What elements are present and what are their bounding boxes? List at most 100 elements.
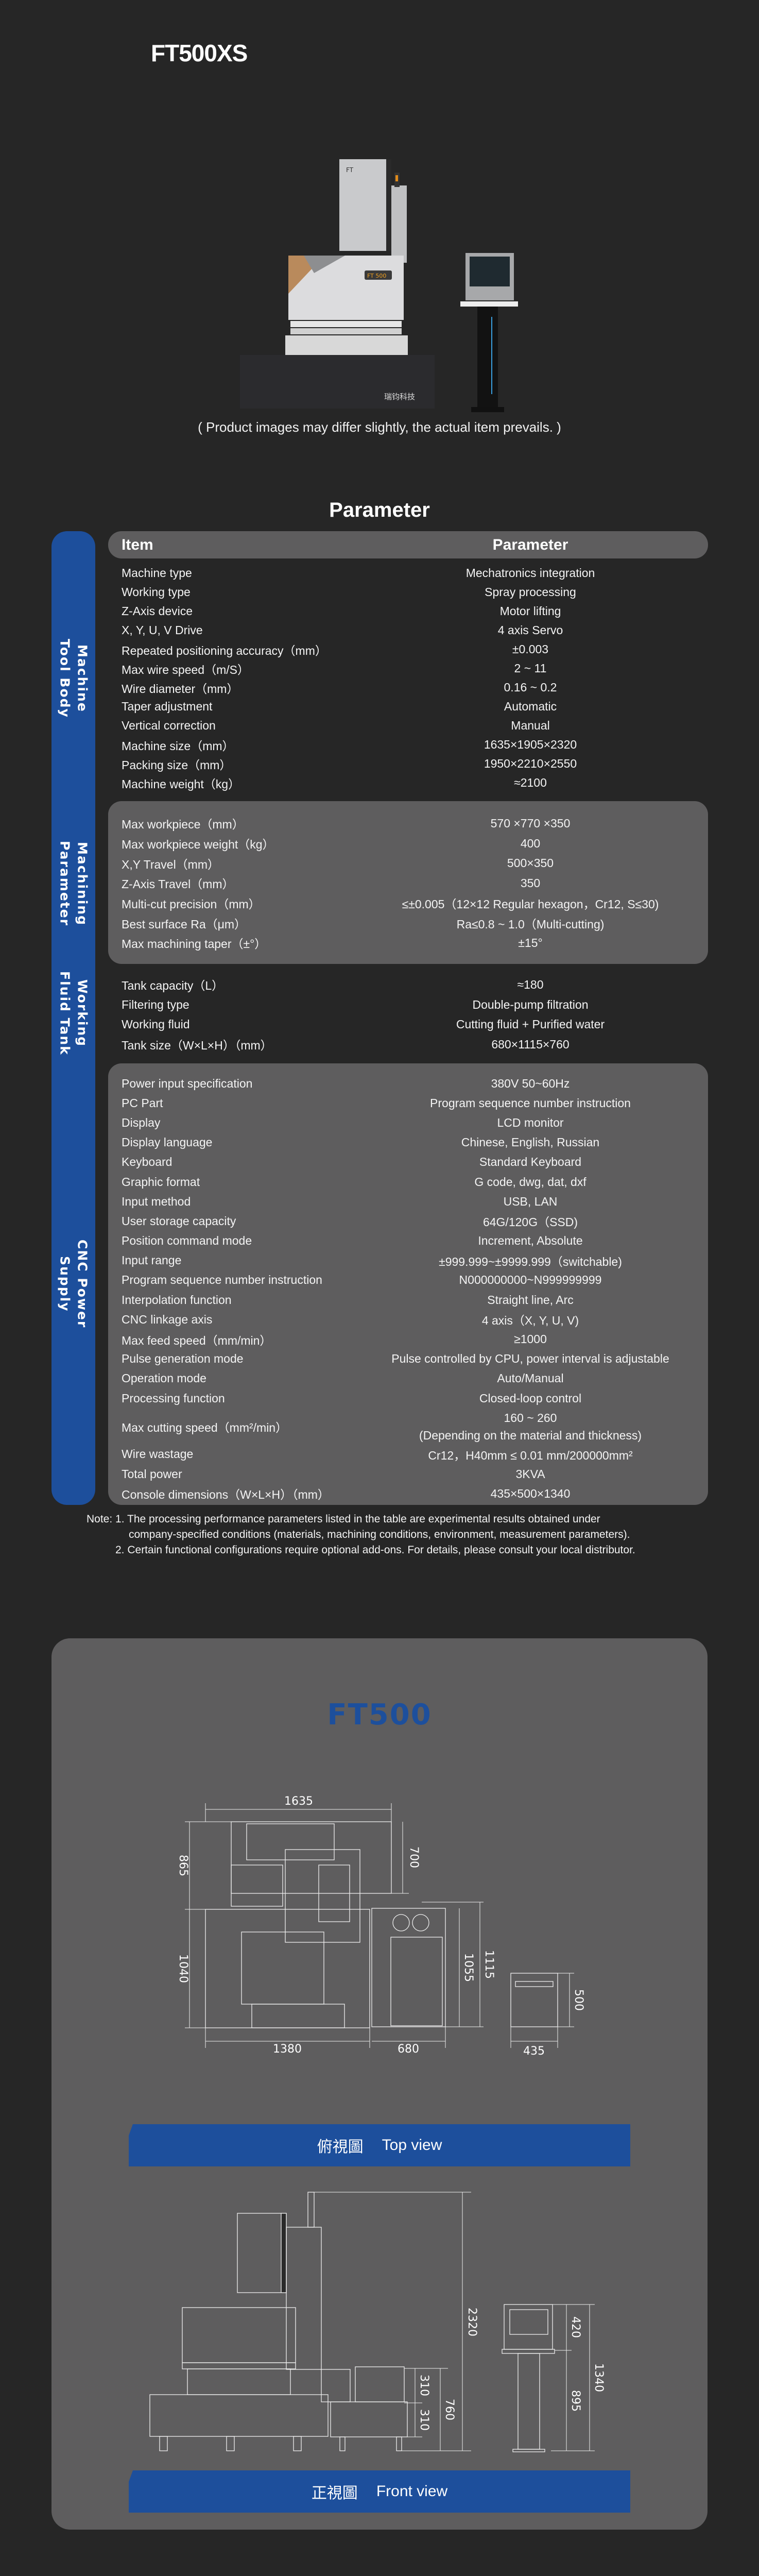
table-row: CNC linkage axis 4 axis（X, Y, U, V)	[108, 1310, 708, 1329]
row-value: 570 ×770 ×350	[490, 816, 571, 830]
row-item: Z-Axis Travel（mm）	[122, 877, 234, 891]
top-view-label-en: Top view	[382, 2137, 442, 2154]
table-row: Program sequence number instruction N0000…	[108, 1270, 708, 1290]
group-rows: Power input specification 380V 50~60Hz PC …	[108, 1074, 708, 1503]
table-row: Best surface Ra（μm） Ra≤0.8 ~ 1.0（Multi-cu…	[108, 913, 708, 933]
dim-680: 680	[398, 2043, 419, 2056]
row-item: Max feed speed（mm/min）	[122, 1333, 272, 1347]
row-value: USB, LAN	[503, 1194, 558, 1208]
svg-text:FT: FT	[346, 166, 354, 174]
front-view-label-en: Front view	[376, 2483, 448, 2500]
table-row: Wire wastage Cr12，H40mm ≤ 0.01 mm/200000m…	[108, 1445, 708, 1464]
dim-895: 895	[569, 2390, 582, 2412]
row-value: 680×1115×760	[491, 1037, 570, 1051]
row-value: 400	[520, 836, 541, 850]
row-item: Pulse generation mode	[122, 1352, 244, 1366]
row-value: 64G/120G（SSD)	[482, 1215, 578, 1229]
row-value: 1635×1905×2320	[484, 738, 577, 751]
row-value: 1950×2210×2550	[484, 757, 577, 770]
dim-310-upper: 310	[418, 2375, 430, 2396]
row-item: Machine type	[122, 566, 192, 580]
row-item: X,Y Travel（mm）	[122, 857, 219, 871]
dim-1040: 1040	[177, 1954, 189, 1983]
row-value: Cr12，H40mm ≤ 0.01 mm/200000mm²	[428, 1448, 633, 1462]
header-parameter: Parameter	[492, 536, 568, 553]
dim-435: 435	[523, 2045, 545, 2058]
row-value: 500×350	[507, 856, 554, 870]
row-item: Keyboard	[122, 1155, 173, 1169]
row-value: Automatic	[504, 700, 557, 713]
row-item: Vertical correction	[122, 719, 216, 732]
group-rows: Machine type Mechatronics integration Work…	[108, 564, 708, 792]
row-item: Max wire speed（m/S）	[122, 663, 249, 676]
row-value: Standard Keyboard	[479, 1155, 582, 1169]
table-row: Keyboard Standard Keyboard	[108, 1153, 708, 1172]
row-value: Ra≤0.8 ~ 1.0（Multi-cutting)	[456, 917, 605, 931]
table-row: Working type Spray processing	[108, 583, 708, 602]
dim-1115: 1115	[482, 1950, 495, 1979]
table-row: Tank capacity（L） ≈180	[108, 975, 708, 995]
dim-310-lower: 310	[418, 2409, 430, 2431]
image-caption: ( Product images may differ slightly, th…	[198, 419, 561, 435]
row-item: Tank capacity（L）	[122, 979, 224, 993]
category-machining-parameter: Machining Parameter	[57, 841, 90, 926]
row-item: Wire wastage	[122, 1447, 194, 1461]
row-item: Power input specification	[122, 1076, 253, 1090]
row-value: Auto/Manual	[497, 1371, 564, 1385]
top-view-label-cn: 俯視圖	[317, 2138, 364, 2156]
table-row: Power input specification 380V 50~60Hz	[108, 1074, 708, 1093]
row-value: 4 axis（X, Y, U, V)	[481, 1314, 579, 1328]
dim-1635: 1635	[284, 1795, 313, 1808]
table-row: User storage capacity 64G/120G（SSD)	[108, 1211, 708, 1231]
row-value: ≥1000	[514, 1332, 547, 1346]
row-item: Taper adjustment	[122, 700, 213, 713]
row-item: Max workpiece（mm）	[122, 818, 244, 832]
row-item: Interpolation function	[122, 1293, 232, 1307]
row-item: Total power	[122, 1467, 182, 1481]
notes: Note: 1. The processing performance para…	[87, 1512, 635, 1558]
row-value: 2 ~ 11	[514, 662, 547, 675]
top-view-drawing: 1635 865 1040 700 1055 1115 500 1380 680…	[177, 1795, 585, 2058]
table-row: Machine weight（kg） ≈2100	[108, 773, 708, 792]
row-item: Max machining taper（±°）	[122, 937, 267, 951]
row-value: Double-pump filtration	[472, 997, 589, 1011]
row-item: Repeated positioning accuracy（mm）	[122, 643, 327, 657]
row-item: Max workpiece weight（kg）	[122, 838, 274, 852]
dim-420: 420	[569, 2316, 582, 2338]
note-line: Note: 1. The processing performance para…	[87, 1513, 600, 1525]
row-item: X, Y, U, V Drive	[122, 623, 203, 637]
machine-illustration: FT FT 500 瑞钧科技	[240, 159, 435, 409]
note-line: company-specified conditions (materials,…	[129, 1529, 630, 1540]
row-item: Tank size（W×L×H）（mm）	[122, 1039, 272, 1053]
dim-500: 500	[572, 1989, 585, 2011]
table-row: Packing size（mm） 1950×2210×2550	[108, 754, 708, 773]
table-row: Processing function Closed-loop control	[108, 1388, 708, 1408]
row-value: Pulse controlled by CPU, power interval …	[391, 1352, 669, 1366]
row-item: Working type	[122, 585, 191, 599]
table-row: Input range ±999.999~±9999.999（switchable…	[108, 1251, 708, 1270]
table-row: Max cutting speed（mm²/min） 160 ~ 260 (Depe…	[108, 1408, 708, 1445]
table-row: Taper adjustment Automatic	[108, 697, 708, 716]
row-item: Working fluid	[122, 1018, 190, 1031]
row-value: Increment, Absolute	[478, 1234, 583, 1248]
parameter-heading: Parameter	[329, 499, 430, 521]
row-value: Mechatronics integration	[465, 566, 595, 580]
drawings-panel	[51, 1638, 708, 2530]
top-view-banner: 俯視圖 Top view	[129, 2124, 630, 2166]
table-row: Total power 3KVA	[108, 1464, 708, 1484]
row-item: Multi-cut precision（mm）	[122, 897, 261, 911]
table-row: Operation mode Auto/Manual	[108, 1369, 708, 1388]
table-header: Item Parameter	[108, 531, 708, 558]
table-row: Pulse generation mode Pulse controlled by…	[108, 1349, 708, 1369]
console-illustration	[460, 253, 518, 412]
row-value: ≤±0.005（12×12 Regular hexagon，Cr12, S≤30…	[402, 897, 659, 911]
table-row: Vertical correction Manual	[108, 716, 708, 735]
row-value: G code, dwg, dat, dxf	[474, 1175, 586, 1189]
dim-2320: 2320	[465, 2308, 478, 2336]
row-item: Filtering type	[122, 997, 189, 1011]
group-rows: Max workpiece（mm） 570 ×770 ×350 Max workpi…	[108, 814, 708, 953]
dim-1380: 1380	[273, 2043, 302, 2056]
table-row: Multi-cut precision（mm） ≤±0.005（12×12 Reg…	[108, 893, 708, 913]
row-item: Max cutting speed（mm²/min）	[122, 1420, 288, 1434]
row-item: Input method	[122, 1194, 191, 1208]
